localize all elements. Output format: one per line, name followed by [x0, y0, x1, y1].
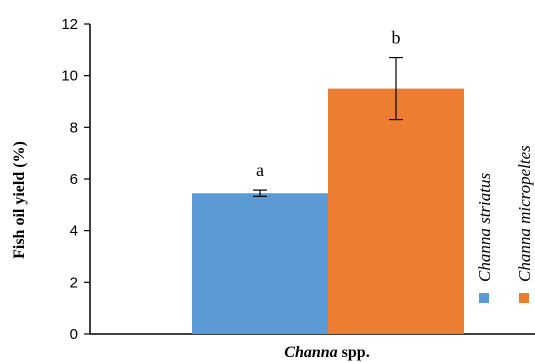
- y-axis-label: Fish oil yield (%): [11, 141, 28, 259]
- significance-label-2: b: [392, 28, 401, 48]
- y-tick-label: 0: [70, 326, 78, 343]
- legend: Channa striatus Channa micropeltes: [475, 145, 534, 303]
- y-tick-label: 4: [70, 223, 78, 240]
- legend-swatch-2: [519, 293, 529, 303]
- bar-1: [192, 193, 328, 334]
- legend-label-2: Channa micropeltes: [515, 145, 534, 282]
- axes: 0 2 4 6 8 10 12: [61, 16, 535, 343]
- legend-swatch-1: [479, 293, 489, 303]
- y-tick-label: 6: [70, 171, 78, 188]
- y-tick-label: 12: [61, 16, 78, 33]
- x-axis-label: Channa spp.: [284, 344, 369, 361]
- x-axis-label-genus: Channa: [284, 344, 337, 361]
- y-tick-label: 2: [70, 274, 78, 291]
- x-axis-label-suffix: spp.: [338, 344, 370, 361]
- significance-label-1: a: [256, 160, 264, 180]
- y-tick-label: 10: [61, 68, 78, 85]
- y-tick-label: 8: [70, 119, 78, 136]
- bar-2: [328, 88, 464, 334]
- bars: ab: [192, 28, 464, 334]
- legend-label-1: Channa striatus: [475, 173, 494, 282]
